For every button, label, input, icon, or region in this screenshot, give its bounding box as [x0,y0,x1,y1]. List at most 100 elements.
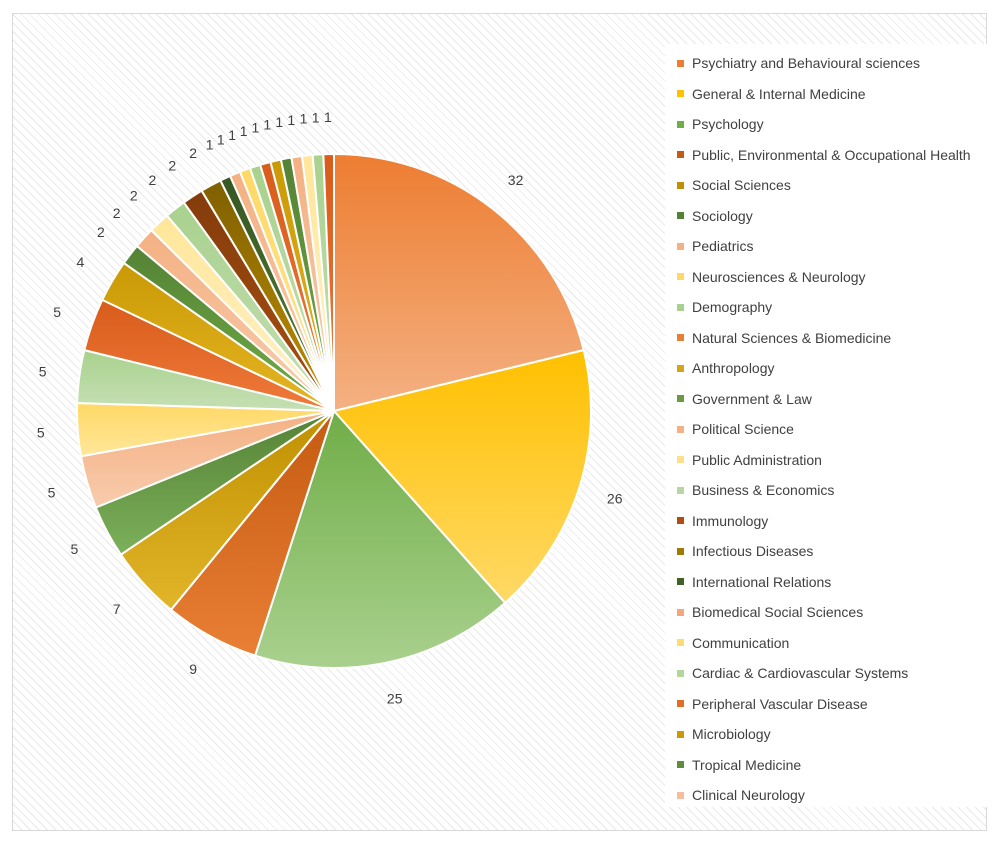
legend-label: Tropical Medicine [692,756,802,773]
pie-slice-1 [333,152,585,413]
legend-label: Public Administration [692,451,822,468]
legend-label: General & Internal Medicine [692,85,866,102]
pie-data-label-9: 5 [39,363,47,379]
pie-data-label-11: 4 [77,254,85,270]
pie-data-label-13: 2 [113,205,121,221]
pie-data-label-26: 1 [300,111,308,127]
legend-swatch [677,364,684,372]
legend-label: Peripheral Vascular Disease [692,695,868,712]
pie-slices [76,152,592,669]
pie-data-label-6: 5 [71,541,79,557]
legend-swatch [677,181,684,189]
legend-swatch [677,761,684,769]
pie-data-label-4: 9 [189,661,197,677]
legend-item: Cardiac & Cardiovascular Systems [665,658,990,689]
legend-swatch [677,334,684,342]
pie-data-label-20: 1 [228,127,236,143]
legend-label: Clinical Neurology [692,787,805,804]
pie-data-label-2: 26 [607,490,623,506]
legend-swatch [677,120,684,128]
legend-item: Anthropology [665,353,990,384]
legend-label: Biomedical Social Sciences [692,604,864,621]
legend-label: Sociology [692,207,753,224]
pie-data-label-19: 1 [217,132,225,148]
pie-data-label-22: 1 [252,120,260,136]
legend-label: Communication [692,634,790,651]
legend-swatch [677,700,684,708]
legend-swatch [677,608,684,616]
legend-label: Microbiology [692,726,771,743]
legend-item: Psychiatry and Behavioural sciences [665,48,990,79]
legend-swatch [677,730,684,738]
pie-data-label-5: 7 [113,601,121,617]
legend-item: General & Internal Medicine [665,79,990,110]
pie-data-label-8: 5 [37,424,45,440]
legend-label: Demography [692,299,773,316]
legend-item: Tropical Medicine [665,750,990,781]
legend-label: Anthropology [692,360,775,377]
legend-swatch [677,791,684,799]
legend-item: Immunology [665,506,990,537]
pie-data-label-12: 2 [97,224,105,240]
pie-data-label-21: 1 [240,123,248,139]
pie-data-label-23: 1 [263,117,271,133]
legend-label: Psychiatry and Behavioural sciences [692,55,921,72]
legend-label: Pediatrics [692,238,754,255]
legend-swatch [677,425,684,433]
legend-swatch [677,639,684,647]
legend-item: Biomedical Social Sciences [665,597,990,628]
legend-item: Psychology [665,109,990,140]
legend-item: Neurosciences & Neurology [665,262,990,293]
pie-data-label-27: 1 [312,110,320,126]
legend-item: Clinical Neurology [665,780,990,811]
legend-label: Immunology [692,512,769,529]
legend-label: Infectious Diseases [692,543,814,560]
legend-item: Infectious Diseases [665,536,990,567]
legend-swatch [677,517,684,525]
legend-item: Public Administration [665,445,990,476]
legend-swatch [677,212,684,220]
pie-data-label-10: 5 [53,304,61,320]
legend-label: Neurosciences & Neurology [692,268,866,285]
pie-data-label-15: 2 [149,172,157,188]
legend-swatch [677,456,684,464]
legend-swatch [677,486,684,494]
pie-slice-28 [322,152,335,412]
pie-data-label-14: 2 [130,188,138,204]
pie-data-label-18: 1 [206,137,214,153]
pie-data-label-25: 1 [287,112,295,128]
pie-data-label-7: 5 [48,485,56,501]
legend-swatch [677,669,684,677]
legend-label: Natural Sciences & Biomedicine [692,329,892,346]
legend-swatch [677,547,684,555]
legend-item: Demography [665,292,990,323]
legend-label: Public, Environmental & Occupational Hea… [692,146,971,163]
pie-data-label-1: 32 [508,172,524,188]
legend-item: Government & Law [665,384,990,415]
legend-item: Communication [665,628,990,659]
legend-item: Natural Sciences & Biomedicine [665,323,990,354]
legend-item: Political Science [665,414,990,445]
pie-data-label-17: 2 [189,145,197,161]
legend-swatch [677,303,684,311]
legend-item: Peripheral Vascular Disease [665,689,990,720]
chart-legend: Psychiatry and Behavioural sciences Gener… [665,44,990,807]
legend-label: Government & Law [692,390,812,407]
legend-item: Pediatrics [665,231,990,262]
legend-label: Business & Economics [692,482,835,499]
legend-label: Cardiac & Cardiovascular Systems [692,665,909,682]
legend-item: Social Sciences [665,170,990,201]
legend-item: International Relations [665,567,990,598]
pie-data-label-28: 1 [324,109,332,125]
legend-swatch [677,151,684,159]
legend-label: International Relations [692,573,832,590]
legend-label: Psychology [692,116,764,133]
pie-slice-2 [332,348,592,605]
chart-area: 32 26 25 9 7 5 5 5 5 5 4 2 2 2 2 2 2 1 1 1 1 1 1 1 1 1 1 1 Psychiat… [12,13,990,831]
legend-swatch [677,273,684,281]
pie-data-label-16: 2 [168,158,176,174]
legend-swatch [677,578,684,586]
legend-swatch [677,59,684,67]
